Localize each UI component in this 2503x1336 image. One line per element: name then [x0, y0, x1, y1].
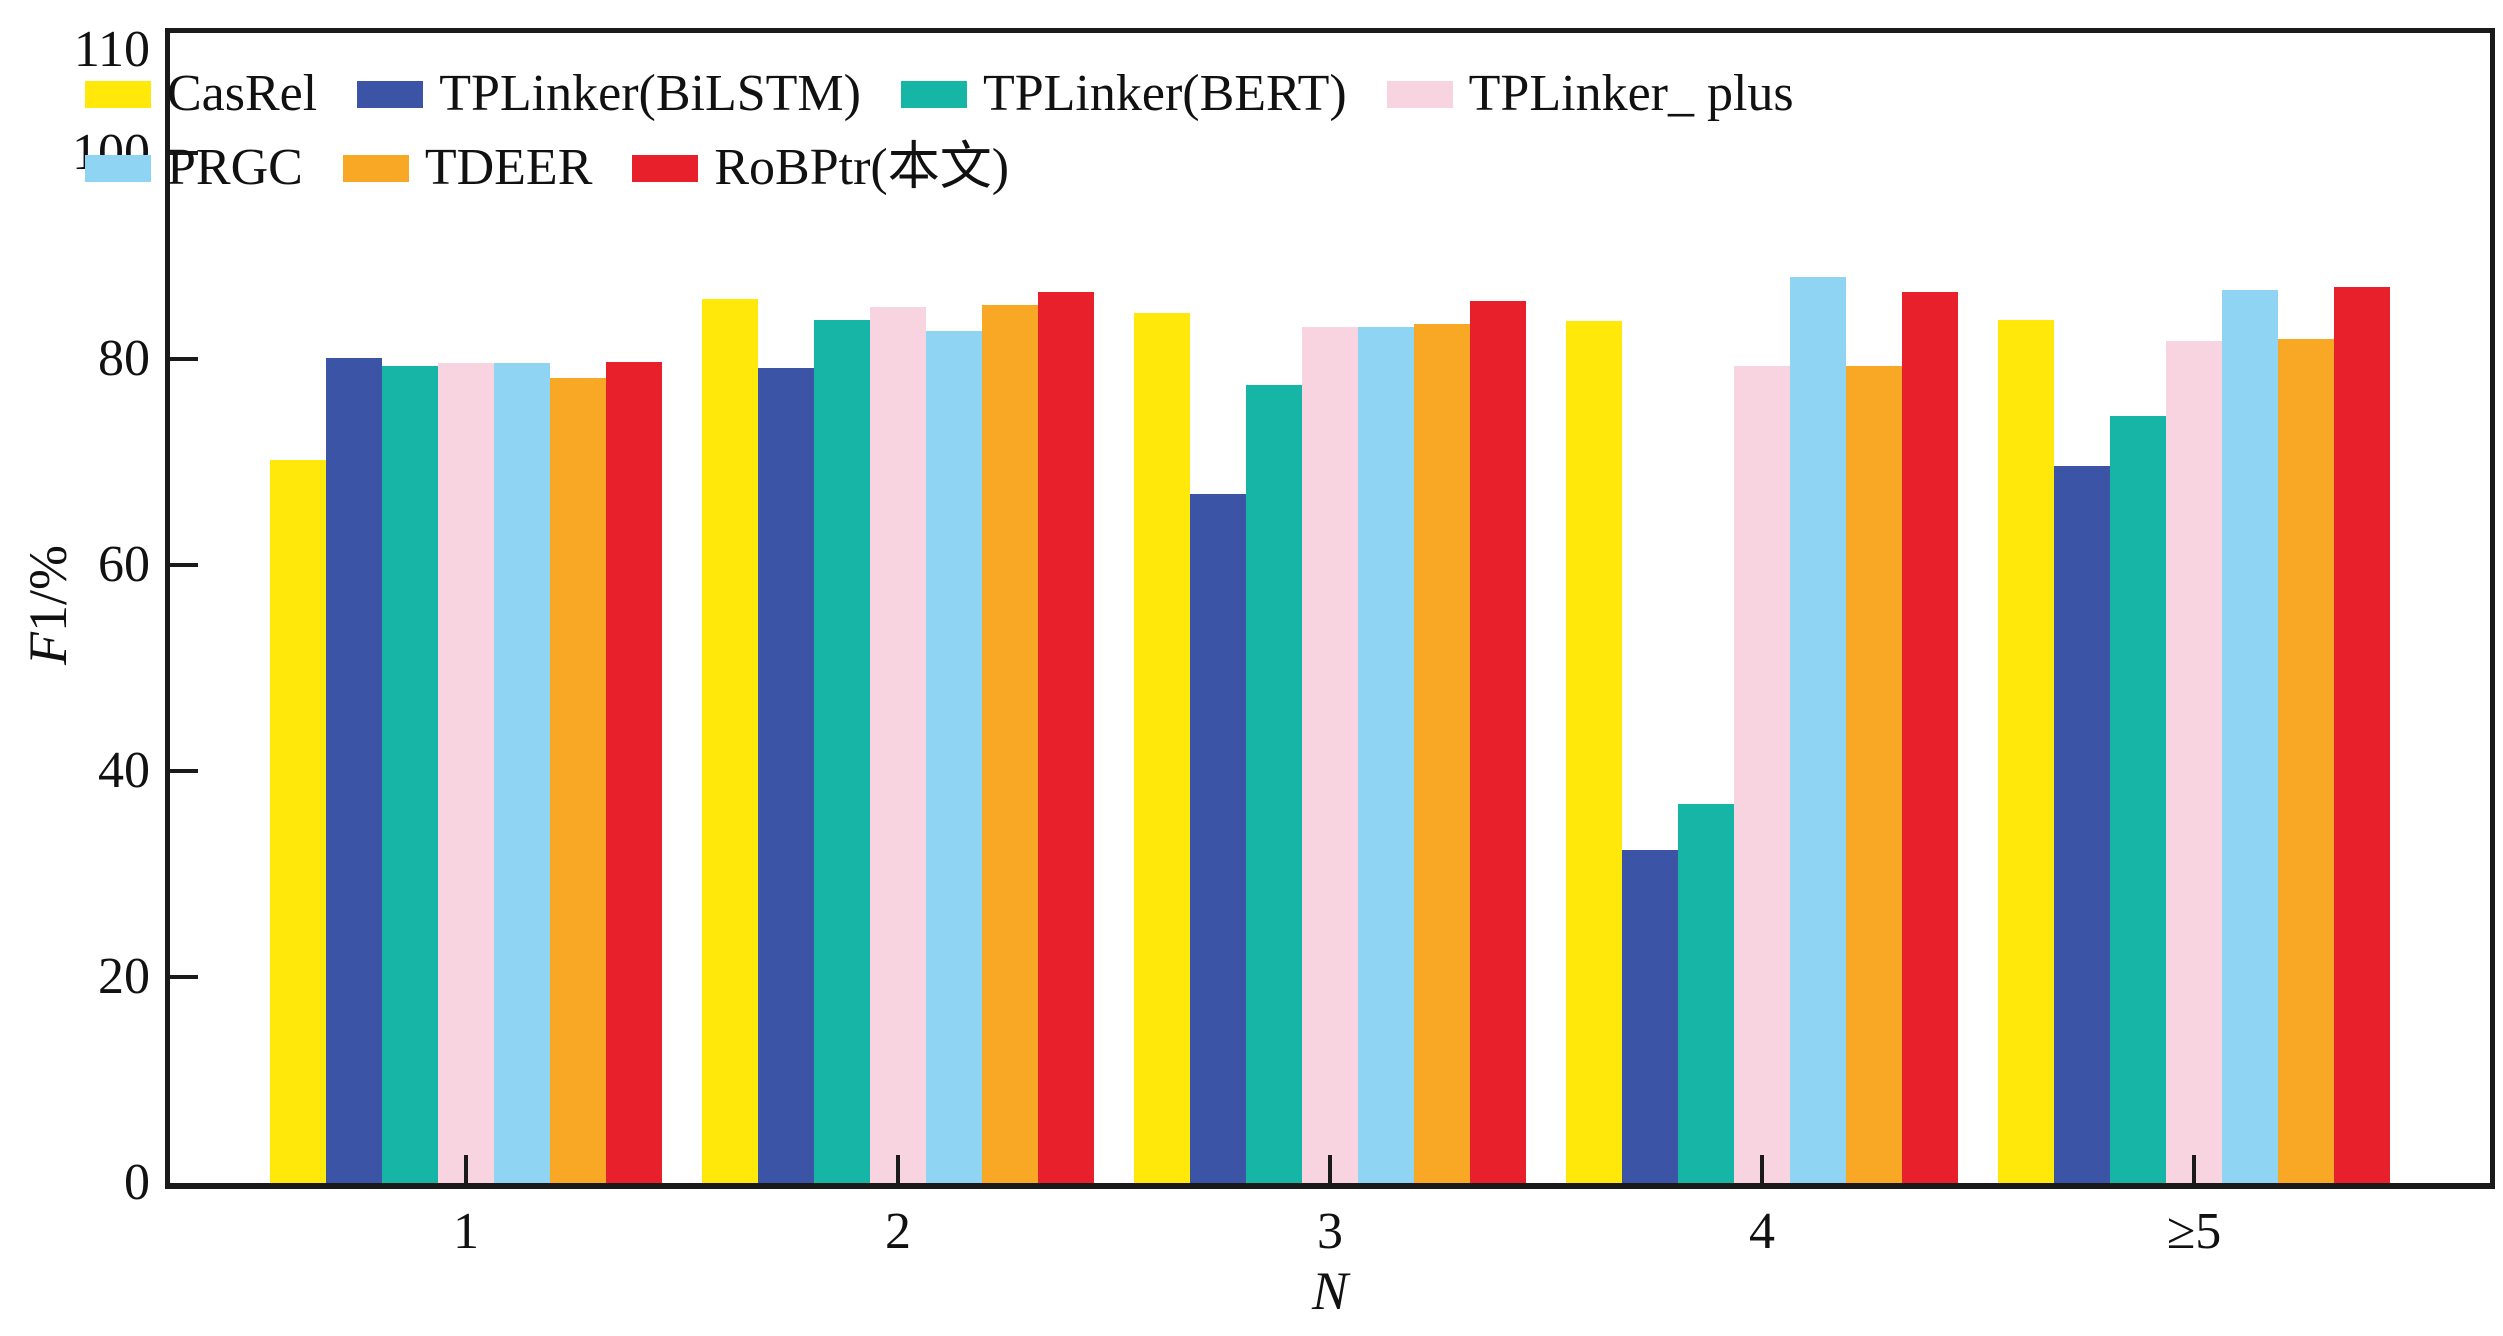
- legend-item-tdeer: TDEER: [342, 138, 593, 198]
- bar-tdeer-group-2: [982, 305, 1038, 1183]
- bar-casrel-group-5: [1998, 319, 2054, 1183]
- x-tick-label-4: 4: [1749, 1203, 1775, 1260]
- legend-item-casrel: CasRel: [85, 64, 317, 124]
- bar-tplinker-bilstm-group-2: [758, 368, 814, 1183]
- bar-casrel-group-4: [1566, 320, 1622, 1183]
- bar-tplinker-bert-group-4: [1678, 804, 1734, 1183]
- legend-label-tplinker-bert: TPLinker(BERT): [982, 65, 1347, 122]
- legend-row-2: PRGC TDEER RoBPtr(本文): [85, 138, 1794, 198]
- legend-label-prgc: PRGC: [167, 139, 303, 196]
- bar-prgc-group-1: [494, 363, 550, 1183]
- bar-tplinker-bilstm-group-4: [1622, 850, 1678, 1183]
- legend-swatch-tplinker-plus: [1386, 80, 1453, 108]
- bar-robptr-group-5: [2334, 286, 2390, 1183]
- legend-item-tplinker-bert: TPLinker(BERT): [900, 64, 1347, 124]
- bar-tdeer-group-3: [1414, 324, 1470, 1183]
- x-tick-2: [896, 1155, 900, 1183]
- bar-tplinker-bilstm-group-3: [1190, 493, 1246, 1183]
- x-tick-4: [1760, 1155, 1764, 1183]
- y-tick-100: [170, 151, 198, 155]
- y-tick-label-60: 60: [98, 536, 150, 593]
- legend-swatch-tplinker-bilstm: [357, 80, 424, 108]
- legend-label-robptr: RoBPtr(本文): [714, 139, 1010, 196]
- bar-tdeer-group-4: [1846, 366, 1902, 1183]
- x-tick-1: [464, 1155, 468, 1183]
- bar-tdeer-group-1: [550, 377, 606, 1183]
- legend-label-tdeer: TDEER: [424, 139, 593, 196]
- bar-tplinker-bert-group-5: [2110, 415, 2166, 1183]
- bar-tplinker-plus-group-4: [1734, 366, 1790, 1183]
- legend-swatch-robptr: [632, 154, 699, 182]
- bar-casrel-group-1: [270, 459, 326, 1183]
- x-tick-label-3: 3: [1317, 1203, 1343, 1260]
- x-axis-title: N: [1311, 1261, 1349, 1321]
- bar-casrel-group-3: [1134, 312, 1190, 1183]
- legend-row-1: CasRel TPLinker(BiLSTM) TPLinker(BERT) TPLi…: [85, 64, 1794, 124]
- bar-prgc-group-2: [926, 331, 982, 1183]
- y-axis-title-rest-part: 1/%: [18, 545, 78, 632]
- bar-tplinker-plus-group-5: [2166, 340, 2222, 1183]
- legend-swatch-casrel: [85, 80, 151, 108]
- x-tick-3: [1328, 1155, 1332, 1183]
- y-axis-line: [165, 28, 170, 1189]
- legend-swatch-tdeer: [342, 154, 409, 182]
- bar-robptr-group-3: [1470, 301, 1526, 1183]
- right-border-line: [2490, 28, 2495, 1189]
- x-tick-label-5: ≥5: [2166, 1203, 2222, 1260]
- x-axis-line: [165, 1183, 2495, 1189]
- legend-item-robptr: RoBPtr(本文): [632, 138, 1009, 198]
- bar-robptr-group-4: [1902, 292, 1958, 1183]
- x-tick-label-1: 1: [453, 1203, 479, 1260]
- bar-robptr-group-1: [606, 362, 662, 1183]
- bar-casrel-group-2: [702, 299, 758, 1183]
- legend-item-tplinker-plus: TPLinker_ plus: [1386, 64, 1794, 124]
- y-tick-40: [170, 769, 198, 773]
- bar-tplinker-bert-group-3: [1246, 384, 1302, 1184]
- y-axis-title-italic-part: F: [18, 632, 78, 665]
- y-tick-label-110: 110: [73, 21, 150, 78]
- y-axis-title: F1/%: [18, 495, 78, 715]
- bar-prgc-group-3: [1358, 327, 1414, 1183]
- bar-tplinker-bilstm-group-5: [2054, 466, 2110, 1183]
- legend-label-tplinker-bilstm: TPLinker(BiLSTM): [439, 65, 861, 122]
- y-tick-label-40: 40: [98, 742, 150, 799]
- bar-tdeer-group-5: [2278, 339, 2334, 1183]
- bar-tplinker-plus-group-3: [1302, 327, 1358, 1183]
- x-tick-5: [2192, 1155, 2196, 1183]
- legend-item-tplinker-bilstm: TPLinker(BiLSTM): [357, 64, 861, 124]
- legend-item-prgc: PRGC: [85, 138, 303, 198]
- y-tick-label-80: 80: [98, 330, 150, 387]
- y-tick-80: [170, 357, 198, 361]
- legend-swatch-tplinker-bert: [900, 80, 967, 108]
- bar-robptr-group-2: [1038, 292, 1094, 1183]
- y-tick-label-20: 20: [98, 948, 150, 1005]
- legend-label-casrel: CasRel: [167, 65, 318, 122]
- bar-tplinker-bert-group-1: [382, 366, 438, 1183]
- legend: CasRel TPLinker(BiLSTM) TPLinker(BERT) TPLi…: [85, 64, 1794, 198]
- legend-swatch-prgc: [85, 154, 151, 182]
- bar-tplinker-bert-group-2: [814, 319, 870, 1183]
- top-border-line: [165, 28, 2495, 33]
- y-tick-20: [170, 975, 198, 979]
- legend-label-tplinker-plus: TPLinker_ plus: [1468, 65, 1794, 122]
- bar-prgc-group-5: [2222, 290, 2278, 1183]
- bar-tplinker-plus-group-1: [438, 363, 494, 1183]
- bar-tplinker-plus-group-2: [870, 306, 926, 1183]
- bar-tplinker-bilstm-group-1: [326, 358, 382, 1183]
- x-tick-label-2: 2: [885, 1203, 911, 1260]
- y-tick-label-0: 0: [124, 1154, 150, 1211]
- y-tick-60: [170, 563, 198, 567]
- bar-prgc-group-4: [1790, 276, 1846, 1183]
